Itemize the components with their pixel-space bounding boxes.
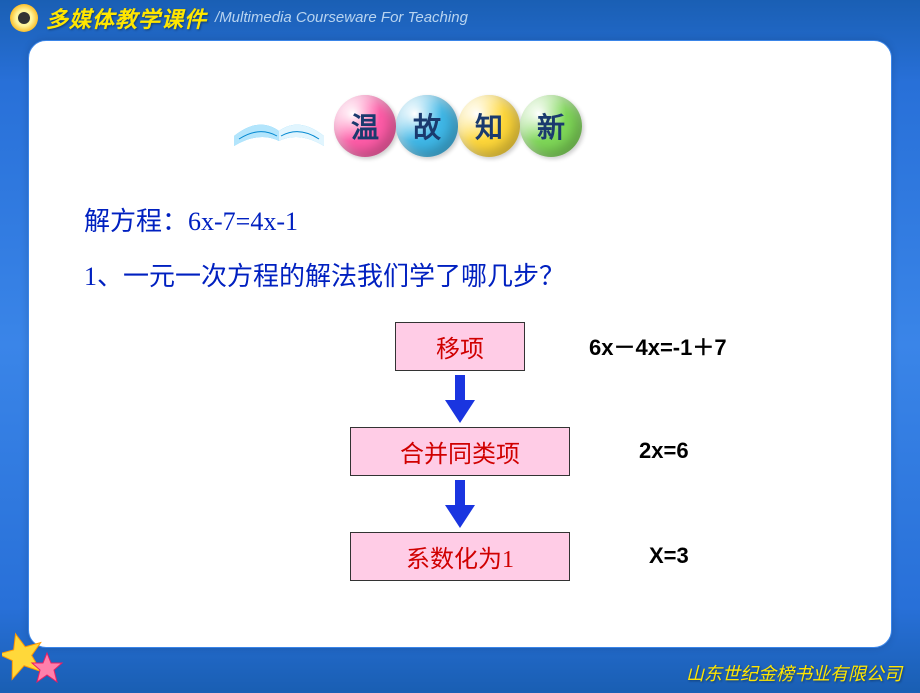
flowchart: 移项 6x－4x=-1＋7 合并同类项 2x=6 系数化为1 X=3	[29, 321, 891, 581]
problem-text: 解方程：6x-7=4x-1	[84, 201, 298, 238]
step-row-2: 系数化为1 X=3	[29, 531, 891, 581]
slide-panel: 温 故 知 新 解方程：6x-7=4x-1 1、一元一次方程的解法我们学了哪几步…	[28, 40, 892, 648]
book-icon	[229, 91, 329, 161]
star-icon	[2, 628, 72, 688]
step-box-1: 合并同类项	[350, 427, 570, 476]
arrow-down-icon	[445, 480, 475, 528]
step-expr-1: 2x=6	[639, 438, 689, 464]
step-box-0: 移项	[395, 322, 525, 371]
header-title-cn: 多媒体教学课件	[46, 2, 207, 34]
arrow-down-icon	[445, 375, 475, 423]
title-balls: 温 故 知 新	[334, 95, 582, 157]
slide-title: 温 故 知 新	[229, 81, 689, 171]
ball-3: 新	[520, 95, 582, 157]
footer-text: 山东世纪金榜书业有限公司	[686, 660, 902, 686]
arrow-0	[29, 371, 891, 426]
logo-icon	[10, 4, 38, 32]
step-row-1: 合并同类项 2x=6	[29, 426, 891, 476]
app-header: 多媒体教学课件 /Multimedia Courseware For Teach…	[0, 0, 920, 35]
step-box-2: 系数化为1	[350, 532, 570, 581]
step-row-0: 移项 6x－4x=-1＋7	[29, 321, 891, 371]
ball-0: 温	[334, 95, 396, 157]
arrow-1	[29, 476, 891, 531]
step-expr-2: X=3	[649, 543, 689, 569]
ball-1: 故	[396, 95, 458, 157]
step-expr-0: 6x－4x=-1＋7	[589, 330, 727, 362]
ball-2: 知	[458, 95, 520, 157]
question-text: 1、一元一次方程的解法我们学了哪几步？	[84, 256, 565, 293]
header-title-en: /Multimedia Courseware For Teaching	[215, 9, 468, 26]
